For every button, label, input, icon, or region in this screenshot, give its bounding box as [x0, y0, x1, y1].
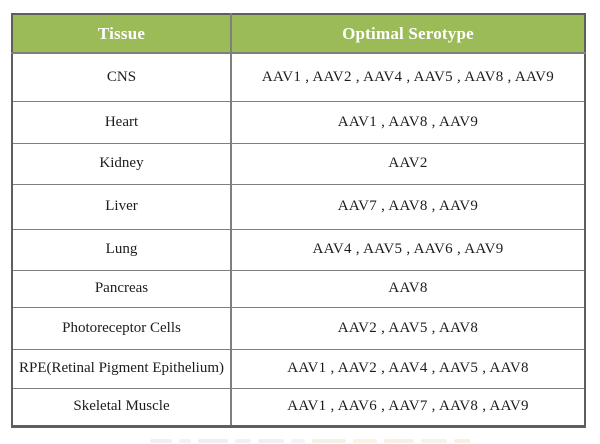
table-header-row: Tissue Optimal Serotype [11, 13, 586, 54]
header-cell-tissue: Tissue [11, 13, 232, 54]
tissue-cell: Lung [11, 228, 232, 271]
tissue-cell: Liver [11, 183, 232, 230]
tissue-cell: Heart [11, 100, 232, 144]
table-row-liver: Liver AAV7 , AAV8 , AAV9 [11, 183, 586, 230]
aav-serotype-table: Tissue Optimal Serotype CNS AAV1 , AAV2 … [11, 13, 586, 428]
serotype-cell: AAV2 [230, 142, 586, 185]
tissue-cell: Photoreceptor Cells [11, 306, 232, 350]
serotype-cell: AAV2 , AAV5 , AAV8 [230, 306, 586, 350]
serotype-cell: AAV7 , AAV8 , AAV9 [230, 183, 586, 230]
table-row-rpe: RPE(Retinal Pigment Epithelium) AAV1 , A… [11, 348, 586, 389]
table-row-pancreas: Pancreas AAV8 [11, 269, 586, 308]
serotype-cell: AAV1 , AAV6 , AAV7 , AAV8 , AAV9 [230, 387, 586, 427]
header-cell-optimal-serotype: Optimal Serotype [230, 13, 586, 54]
tissue-cell: Skeletal Muscle [11, 387, 232, 427]
serotype-cell: AAV8 [230, 269, 586, 308]
table-row-lung: Lung AAV4 , AAV5 , AAV6 , AAV9 [11, 228, 586, 271]
serotype-cell: AAV1 , AAV2 , AAV4 , AAV5 , AAV8 , AAV9 [230, 52, 586, 102]
table-row-kidney: Kidney AAV2 [11, 142, 586, 185]
tissue-cell: RPE(Retinal Pigment Epithelium) [11, 348, 232, 389]
tissue-cell: Kidney [11, 142, 232, 185]
tissue-cell: CNS [11, 52, 232, 102]
table-row-heart: Heart AAV1 , AAV8 , AAV9 [11, 100, 586, 144]
serotype-cell: AAV1 , AAV2 , AAV4 , AAV5 , AAV8 [230, 348, 586, 389]
serotype-cell: AAV1 , AAV8 , AAV9 [230, 100, 586, 144]
table-row-photoreceptor-cells: Photoreceptor Cells AAV2 , AAV5 , AAV8 [11, 306, 586, 350]
cropped-caption-text [150, 437, 470, 444]
serotype-cell: AAV4 , AAV5 , AAV6 , AAV9 [230, 228, 586, 271]
tissue-cell: Pancreas [11, 269, 232, 308]
table-row-cns: CNS AAV1 , AAV2 , AAV4 , AAV5 , AAV8 , A… [11, 52, 586, 102]
table-row-skeletal-muscle: Skeletal Muscle AAV1 , AAV6 , AAV7 , AAV… [11, 387, 586, 427]
